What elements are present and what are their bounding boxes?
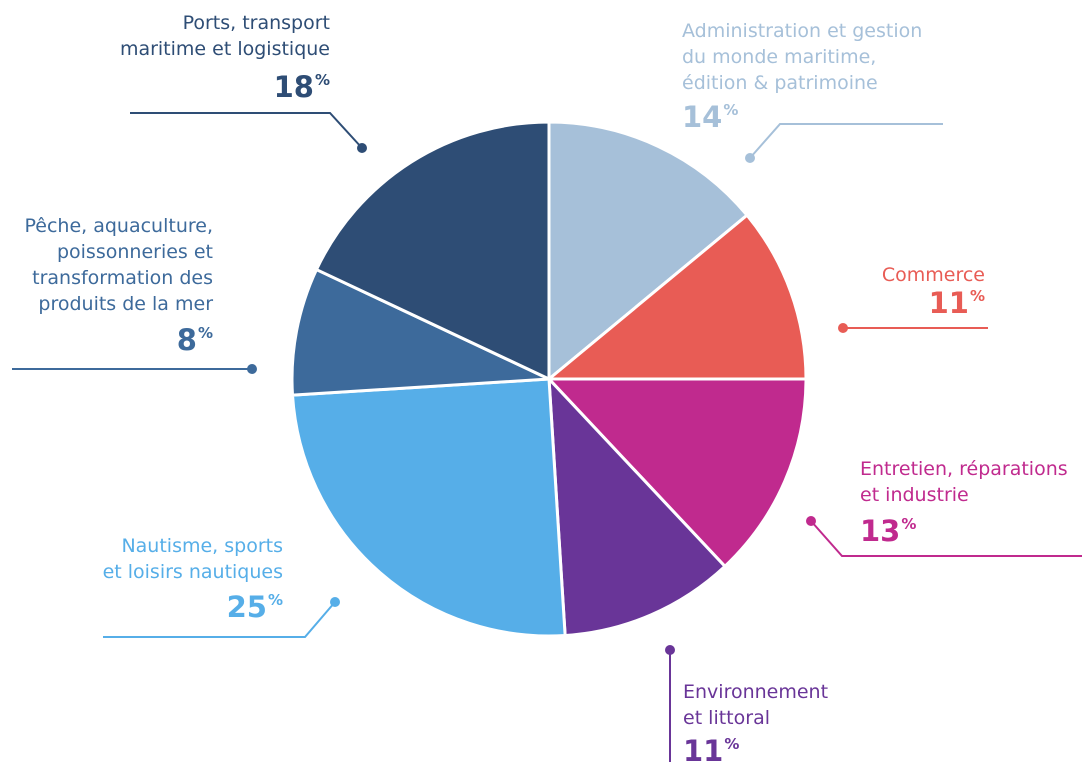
value-number: 11: [683, 734, 724, 762]
leader-line: [810, 520, 1082, 557]
value-unit: %: [724, 735, 740, 753]
value-label: 25%: [226, 590, 283, 627]
value-unit: %: [901, 515, 917, 533]
value-label: 13%: [860, 514, 917, 551]
value-label: 8%: [176, 323, 213, 360]
value-number: 11: [928, 286, 969, 320]
leader-dot: [247, 364, 257, 374]
leader-dot: [745, 153, 755, 163]
pie-slice: [544, 213, 808, 381]
pie-slice: [547, 120, 750, 383]
slice-label: Pêche, aquaculture, poissonneries et tra…: [24, 215, 214, 315]
leader-line: [103, 601, 336, 638]
value-number: 13: [860, 514, 901, 548]
value-unit: %: [723, 101, 739, 119]
slice-label: Ports, transport maritime et logistique: [119, 12, 330, 60]
pie-slice: [290, 267, 550, 397]
pie-slice: [290, 377, 567, 638]
value-number: 25: [226, 590, 267, 624]
leader-dot: [357, 143, 367, 153]
value-unit: %: [197, 324, 213, 342]
slice-label: Environnement et littoral: [683, 681, 829, 729]
pie-slice: [545, 377, 808, 569]
value-number: 14: [682, 100, 723, 134]
leader-dot: [665, 645, 675, 655]
value-number: 8: [176, 323, 197, 357]
slice-label: Nautisme, sports et loisirs nautiques: [102, 535, 283, 583]
value-label: 14%: [682, 100, 739, 137]
slice-label: Commerce: [881, 264, 985, 286]
value-label: 18%: [273, 70, 330, 107]
leader-line: [130, 112, 363, 149]
pie-slice: [314, 120, 551, 382]
leader-dot: [330, 597, 340, 607]
pie-slice: [547, 374, 728, 638]
slice-label: Administration et gestion du monde marit…: [682, 20, 923, 94]
value-unit: %: [969, 287, 985, 305]
slice-label: Entretien, réparations et industrie: [860, 458, 1068, 506]
leader-dot: [838, 323, 848, 333]
value-number: 18: [273, 70, 314, 104]
leader-line: [749, 123, 943, 159]
leader-dot: [806, 516, 816, 526]
value-unit: %: [314, 71, 330, 89]
value-label: 11%: [928, 286, 985, 323]
value-label: 11%: [683, 734, 740, 762]
value-unit: %: [267, 591, 283, 609]
